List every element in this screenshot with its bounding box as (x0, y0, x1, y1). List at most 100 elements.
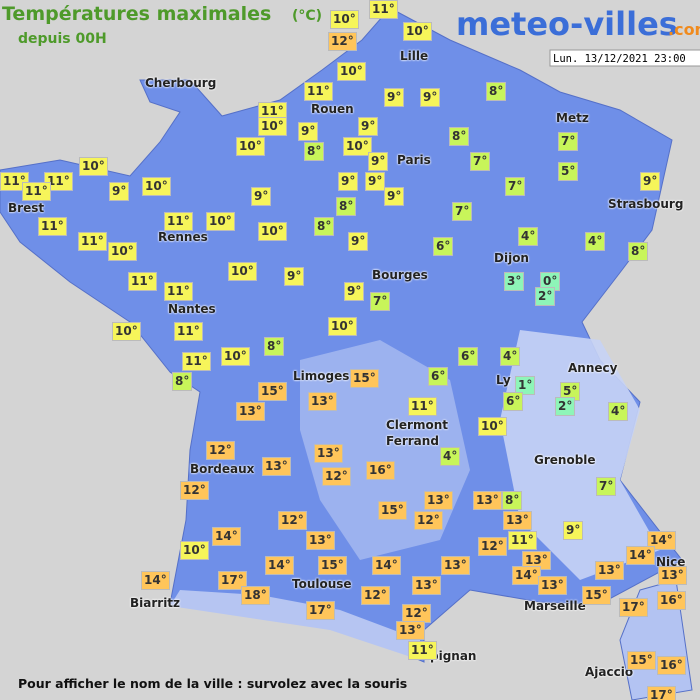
temperature-label[interactable]: 7° (370, 292, 391, 311)
temperature-label[interactable]: 12° (278, 511, 307, 530)
temperature-label[interactable]: 17° (647, 686, 676, 700)
temperature-label[interactable]: 9° (251, 187, 272, 206)
temperature-label[interactable]: 8° (264, 337, 285, 356)
temperature-label[interactable]: 13° (236, 402, 265, 421)
temperature-label[interactable]: 9° (420, 88, 441, 107)
temperature-label[interactable]: 14° (212, 527, 241, 546)
temperature-label[interactable]: 15° (582, 586, 611, 605)
temperature-label[interactable]: 13° (306, 531, 335, 550)
temperature-label[interactable]: 13° (314, 444, 343, 463)
temperature-label[interactable]: 16° (657, 591, 686, 610)
temperature-label[interactable]: 12° (328, 32, 357, 51)
temperature-label[interactable]: 6° (428, 367, 449, 386)
temperature-label[interactable]: 10° (79, 157, 108, 176)
temperature-label[interactable]: 9° (338, 172, 359, 191)
temperature-label[interactable]: 12° (478, 537, 507, 556)
temperature-label[interactable]: 12° (414, 511, 443, 530)
temperature-label[interactable]: 13° (522, 551, 551, 570)
temperature-label[interactable]: 13° (473, 491, 502, 510)
temperature-label[interactable]: 15° (258, 382, 287, 401)
temperature-label[interactable]: 8° (449, 127, 470, 146)
temperature-label[interactable]: 11° (22, 182, 51, 201)
temperature-label[interactable]: 10° (206, 212, 235, 231)
temperature-label[interactable]: 4° (585, 232, 606, 251)
temperature-label[interactable]: 7° (505, 177, 526, 196)
temperature-label[interactable]: 11° (182, 352, 211, 371)
temperature-label[interactable]: 15° (318, 556, 347, 575)
temperature-label[interactable]: 13° (424, 491, 453, 510)
temperature-label[interactable]: 12° (361, 586, 390, 605)
temperature-label[interactable]: 4° (440, 447, 461, 466)
temperature-label[interactable]: 7° (470, 152, 491, 171)
temperature-label[interactable]: 9° (563, 521, 584, 540)
temperature-label[interactable]: 13° (262, 457, 291, 476)
temperature-label[interactable]: 11° (128, 272, 157, 291)
temperature-label[interactable]: 11° (258, 102, 287, 121)
temperature-label[interactable]: 13° (658, 566, 687, 585)
temperature-label[interactable]: 11° (38, 217, 67, 236)
temperature-label[interactable]: 0° (540, 272, 561, 291)
temperature-label[interactable]: 11° (78, 232, 107, 251)
temperature-label[interactable]: 16° (366, 461, 395, 480)
temperature-label[interactable]: 10° (228, 262, 257, 281)
temperature-label[interactable]: 9° (284, 267, 305, 286)
temperature-label[interactable]: 10° (180, 541, 209, 560)
temperature-label[interactable]: 15° (350, 369, 379, 388)
temperature-label[interactable]: 11° (304, 82, 333, 101)
temperature-label[interactable]: 6° (433, 237, 454, 256)
temperature-label[interactable]: 6° (458, 347, 479, 366)
temperature-label[interactable]: 10° (108, 242, 137, 261)
temperature-label[interactable]: 10° (236, 137, 265, 156)
temperature-label[interactable]: 13° (538, 576, 567, 595)
temperature-label[interactable]: 10° (343, 137, 372, 156)
temperature-label[interactable]: 16° (657, 656, 686, 675)
temperature-label[interactable]: 4° (500, 347, 521, 366)
temperature-label[interactable]: 11° (408, 641, 437, 660)
temperature-label[interactable]: 11° (164, 282, 193, 301)
temperature-label[interactable]: 8° (502, 491, 523, 510)
temperature-label[interactable]: 14° (647, 531, 676, 550)
temperature-label[interactable]: 9° (640, 172, 661, 191)
temperature-label[interactable]: 9° (109, 182, 130, 201)
temperature-label[interactable]: 7° (558, 132, 579, 151)
temperature-label[interactable]: 13° (396, 621, 425, 640)
temperature-label[interactable]: 15° (627, 651, 656, 670)
temperature-label[interactable]: 4° (608, 402, 629, 421)
temperature-label[interactable]: 10° (221, 347, 250, 366)
temperature-label[interactable]: 14° (512, 566, 541, 585)
temperature-label[interactable]: 11° (508, 531, 537, 550)
temperature-label[interactable]: 5° (558, 162, 579, 181)
temperature-label[interactable]: 15° (378, 501, 407, 520)
temperature-label[interactable]: 9° (384, 88, 405, 107)
temperature-label[interactable]: 2° (535, 287, 556, 306)
temperature-label[interactable]: 17° (306, 601, 335, 620)
temperature-label[interactable]: 11° (44, 172, 73, 191)
temperature-label[interactable]: 9° (358, 117, 379, 136)
temperature-label[interactable]: 11° (174, 322, 203, 341)
temperature-label[interactable]: 9° (384, 187, 405, 206)
temperature-label[interactable]: 10° (478, 417, 507, 436)
temperature-label[interactable]: 10° (403, 22, 432, 41)
temperature-label[interactable]: 8° (336, 197, 357, 216)
temperature-label[interactable]: 9° (365, 172, 386, 191)
temperature-label[interactable]: 17° (218, 571, 247, 590)
temperature-label[interactable]: 8° (304, 142, 325, 161)
temperature-label[interactable]: 18° (241, 586, 270, 605)
temperature-label[interactable]: 13° (412, 576, 441, 595)
temperature-label[interactable]: 1° (515, 376, 536, 395)
temperature-label[interactable]: 14° (141, 571, 170, 590)
temperature-label[interactable]: 10° (328, 317, 357, 336)
temperature-label[interactable]: 11° (0, 172, 29, 191)
temperature-label[interactable]: 17° (619, 598, 648, 617)
temperature-label[interactable]: 9° (298, 122, 319, 141)
temperature-label[interactable]: 12° (206, 441, 235, 460)
temperature-label[interactable]: 8° (628, 242, 649, 261)
temperature-label[interactable]: 14° (626, 546, 655, 565)
temperature-label[interactable]: 9° (368, 152, 389, 171)
temperature-label[interactable]: 10° (258, 117, 287, 136)
temperature-label[interactable]: 11° (408, 397, 437, 416)
temperature-label[interactable]: 12° (180, 481, 209, 500)
temperature-label[interactable]: 13° (595, 561, 624, 580)
temperature-label[interactable]: 10° (112, 322, 141, 341)
temperature-label[interactable]: 14° (372, 556, 401, 575)
